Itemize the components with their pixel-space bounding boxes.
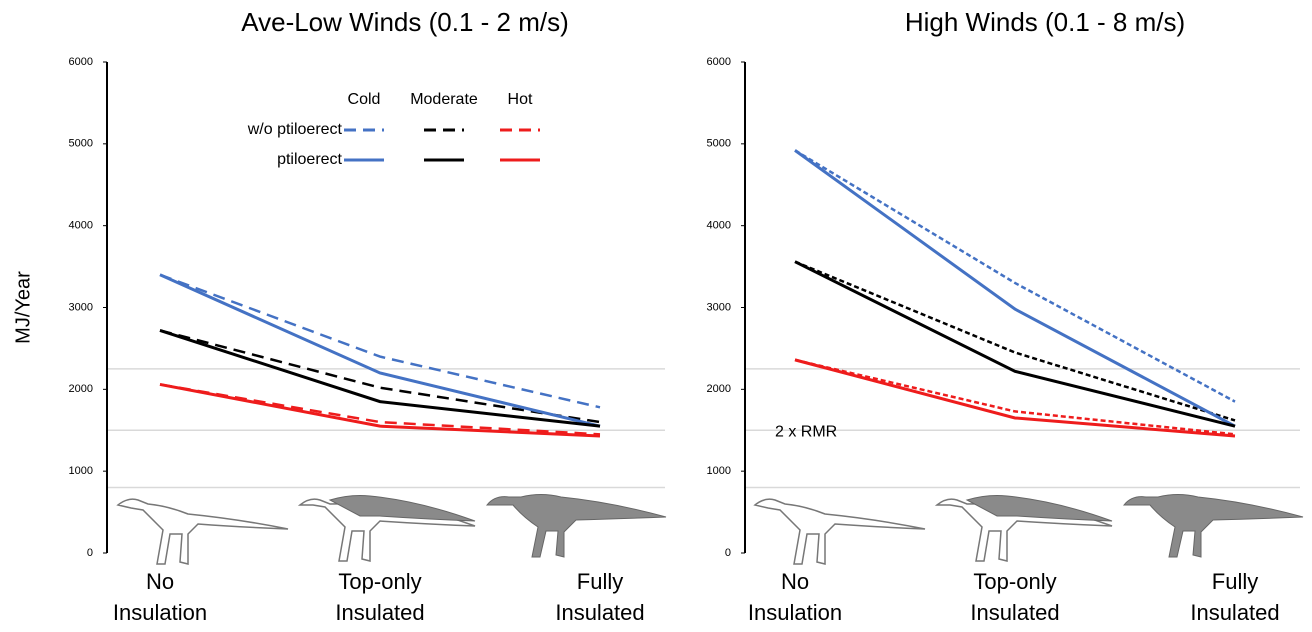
y-tick-label: 6000 bbox=[707, 56, 731, 68]
x-tick-label: No bbox=[146, 569, 174, 594]
x-tick-label: Insulated bbox=[970, 600, 1059, 625]
chart-title: High Winds (0.1 - 8 m/s) bbox=[905, 7, 1185, 37]
y-tick-label: 0 bbox=[87, 547, 93, 559]
y-tick-label: 5000 bbox=[69, 138, 93, 150]
legend-column: Cold bbox=[348, 91, 381, 108]
y-tick-label: 4000 bbox=[69, 220, 93, 232]
x-tick-label: Insulated bbox=[555, 600, 644, 625]
x-tick-label: Insulation bbox=[113, 600, 207, 625]
legend-row: w/o ptiloerect bbox=[247, 121, 343, 138]
y-tick-label: 2000 bbox=[69, 383, 93, 395]
series-line bbox=[159, 273, 601, 428]
silhouette bbox=[116, 498, 289, 565]
x-tick-label: Insulated bbox=[335, 600, 424, 625]
series-line bbox=[159, 382, 601, 438]
x-tick-label: Fully bbox=[1212, 569, 1258, 594]
y-tick-label: 3000 bbox=[707, 301, 731, 313]
y-tick-label: 3000 bbox=[69, 301, 93, 313]
chart-title: Ave-Low Winds (0.1 - 2 m/s) bbox=[241, 7, 569, 37]
y-tick-label: 4000 bbox=[707, 220, 731, 232]
series-line bbox=[794, 149, 1236, 428]
y-tick-label: 1000 bbox=[707, 465, 731, 477]
series-line bbox=[794, 260, 1236, 422]
y-axis-label: MJ/Year bbox=[12, 271, 34, 344]
x-tick-label: Fully bbox=[577, 569, 623, 594]
y-tick-label: 6000 bbox=[69, 56, 93, 68]
series-line bbox=[159, 273, 601, 409]
x-tick-label: Top-only bbox=[973, 569, 1056, 594]
series-line bbox=[159, 328, 601, 428]
silhouette bbox=[1122, 494, 1304, 558]
silhouette bbox=[965, 495, 1113, 522]
x-tick-label: Insulation bbox=[748, 600, 842, 625]
legend-row: ptiloerect bbox=[277, 151, 342, 168]
y-tick-label: 0 bbox=[725, 547, 731, 559]
legend-column: Hot bbox=[508, 91, 533, 108]
y-tick-label: 5000 bbox=[707, 138, 731, 150]
annotation: 2 x RMR bbox=[775, 423, 837, 440]
legend-column: Moderate bbox=[410, 91, 478, 108]
series-line bbox=[794, 358, 1236, 438]
series-line bbox=[794, 149, 1236, 403]
series-line bbox=[794, 260, 1236, 428]
silhouettes bbox=[116, 494, 1304, 565]
silhouette bbox=[328, 495, 476, 522]
y-tick-label: 1000 bbox=[69, 465, 93, 477]
x-tick-label: Insulated bbox=[1190, 600, 1279, 625]
silhouette bbox=[753, 498, 926, 565]
series-line bbox=[159, 329, 601, 424]
series-line bbox=[159, 383, 601, 436]
series-line bbox=[794, 358, 1236, 436]
x-tick-label: Top-only bbox=[338, 569, 421, 594]
silhouette bbox=[485, 494, 667, 558]
y-tick-label: 2000 bbox=[707, 383, 731, 395]
x-tick-label: No bbox=[781, 569, 809, 594]
